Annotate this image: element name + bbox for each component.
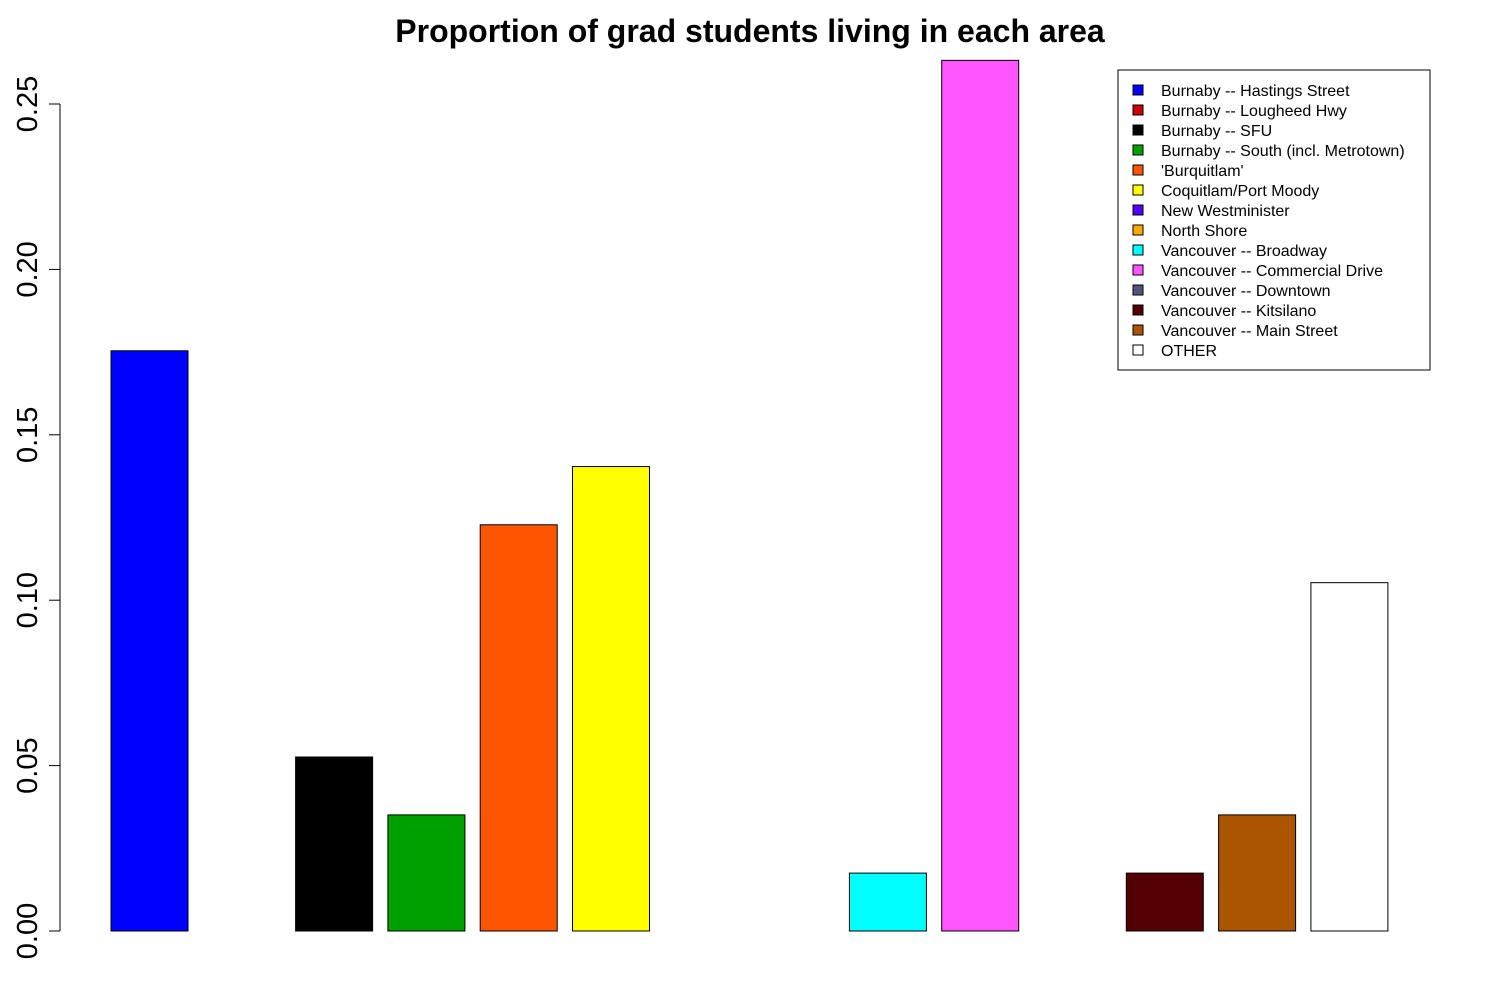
legend-swatch bbox=[1132, 284, 1144, 296]
legend-label: Vancouver -- Downtown bbox=[1161, 283, 1331, 300]
legend-swatch bbox=[1132, 104, 1144, 116]
legend-label: 'Burquitlam' bbox=[1161, 163, 1244, 180]
y-tick-label: 0.00 bbox=[12, 903, 44, 959]
y-axis: 0.00 0.05 0.10 0.15 0.20 0.25 bbox=[12, 76, 61, 959]
legend-label: New Westminister bbox=[1161, 203, 1290, 220]
y-tick-label: 0.20 bbox=[12, 241, 44, 297]
chart-title: Proportion of grad students living in ea… bbox=[395, 13, 1105, 49]
bar bbox=[1310, 582, 1389, 932]
legend-swatch bbox=[1132, 304, 1144, 316]
legend-label: Burnaby -- Hastings Street bbox=[1161, 83, 1350, 100]
legend-swatch bbox=[1132, 264, 1144, 276]
bar bbox=[387, 814, 466, 932]
legend-label: Coquitlam/Port Moody bbox=[1161, 183, 1319, 200]
y-tick-label: 0.05 bbox=[12, 737, 44, 793]
y-tick-label: 0.15 bbox=[12, 407, 44, 463]
bar bbox=[572, 466, 650, 932]
legend-swatch bbox=[1132, 244, 1144, 256]
bars bbox=[110, 59, 1389, 932]
legend-label: Vancouver -- Broadway bbox=[1161, 243, 1327, 260]
legend-label: Burnaby -- South (incl. Metrotown) bbox=[1161, 143, 1405, 160]
bar bbox=[848, 872, 927, 932]
bar bbox=[1125, 872, 1204, 932]
legend-label: Vancouver -- Kitsilano bbox=[1161, 303, 1316, 320]
bar bbox=[295, 756, 374, 932]
bar bbox=[479, 524, 558, 932]
legend-label: Vancouver -- Main Street bbox=[1161, 323, 1338, 340]
legend-swatch bbox=[1132, 344, 1144, 356]
legend-box bbox=[1117, 69, 1431, 371]
legend-swatch bbox=[1132, 184, 1144, 196]
legend-swatch bbox=[1132, 124, 1144, 136]
bar bbox=[1218, 814, 1297, 932]
legend-label: Burnaby -- Lougheed Hwy bbox=[1161, 103, 1347, 120]
legend-swatch bbox=[1132, 144, 1144, 156]
bar bbox=[110, 350, 189, 932]
legend-label: North Shore bbox=[1161, 223, 1247, 240]
legend: Burnaby -- Hastings Street Burnaby -- Lou… bbox=[1117, 69, 1431, 371]
legend-swatch bbox=[1132, 164, 1144, 176]
legend-swatch bbox=[1132, 84, 1144, 96]
y-tick-label: 0.25 bbox=[12, 76, 44, 132]
legend-swatch bbox=[1132, 224, 1144, 236]
legend-swatch bbox=[1132, 324, 1144, 336]
legend-label: OTHER bbox=[1161, 343, 1217, 360]
y-tick-label: 0.10 bbox=[12, 572, 44, 628]
bar bbox=[941, 59, 1020, 932]
legend-swatch bbox=[1132, 204, 1144, 216]
legend-label: Burnaby -- SFU bbox=[1161, 123, 1272, 140]
legend-label: Vancouver -- Commercial Drive bbox=[1161, 263, 1383, 280]
